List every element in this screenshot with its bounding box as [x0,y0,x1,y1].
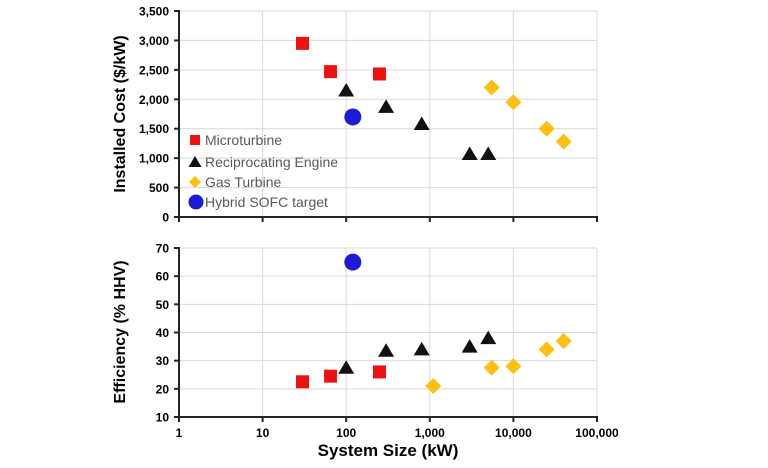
y-tick-label: 50 [156,298,170,312]
data-point [413,341,430,356]
data-point [338,360,355,374]
panel-1: 10 20 30 40 50 60 70 1 10 100 1,000 10,000 100,000 [156,242,619,441]
x-axis-title: System Size (kW) [318,441,459,460]
data-point [295,36,309,50]
data-point [555,332,572,349]
data-point [483,79,500,96]
y-tick-label: 500 [149,181,169,195]
y-tick-label: 2,000 [139,93,169,107]
series-gas-turbine [425,332,572,395]
panel-0: 0 500 1,000 1,500 2,000 2,500 3,000 3,500 [139,5,598,225]
legend-label-microturbine: Microturbine [205,132,282,148]
legend-label-hybrid-sofc-target: Hybrid SOFC target [205,194,328,210]
series-gas-turbine [483,79,572,150]
data-point [538,341,555,358]
series-hybrid-sofc-target [344,253,362,271]
y-tick-label: 2,500 [139,63,169,77]
data-point [378,343,395,357]
y-tick-label: 20 [156,382,170,396]
legend-marker-microturbine-square-icon [190,135,200,145]
y-tick-label: 40 [156,326,170,340]
legend-marker-hybrid-sofc-circle-icon [188,194,204,210]
data-point [378,99,395,113]
legend-marker-reciprocating-triangle-icon [188,156,202,167]
y-tick-label: 3,500 [139,5,169,19]
data-point [461,339,478,353]
legend-label-gas-turbine: Gas Turbine [205,174,281,190]
data-point [461,146,478,161]
bottom-y-axis-title: Efficiency (% HHV) [112,260,129,403]
data-point [505,94,522,111]
data-point [338,82,355,97]
y-tick-label: 30 [156,354,170,368]
data-point [480,330,497,345]
x-tick-label: 1,000 [415,426,445,440]
x-tick-label: 10,000 [495,426,532,440]
x-tick-label: 10 [256,426,270,440]
series-reciprocating-engine [338,82,497,161]
y-tick-label: 0 [162,211,169,225]
data-point [295,375,309,389]
x-tick-label: 1 [176,426,183,440]
data-point [324,65,338,79]
series-microturbine [295,36,386,81]
data-point [324,369,338,383]
data-point [372,365,386,379]
y-tick-label: 3,000 [139,34,169,48]
y-tick-label: 1,000 [139,152,169,166]
legend-marker-gas-turbine-diamond-icon [189,176,201,188]
series-microturbine [295,365,386,389]
data-point [344,108,362,126]
legend-label-reciprocating-engine: Reciprocating Engine [205,154,338,170]
y-tick-label: 60 [156,270,170,284]
series-reciprocating-engine [338,330,497,374]
data-point [505,358,522,375]
data-point [372,67,386,81]
x-tick-label: 100,000 [575,426,619,440]
y-tick-label: 70 [156,242,170,256]
y-tick-label: 1,500 [139,122,169,136]
plot-area: 0 500 1,000 1,500 2,000 2,500 3,000 3,500 10 20 30… [139,5,619,441]
data-point [483,359,500,376]
data-point [425,378,442,395]
data-point [413,116,430,131]
series-hybrid-sofc-target [344,108,362,126]
data-point [480,146,497,161]
y-tick-label: 10 [156,411,170,425]
data-point [344,253,362,271]
data-point [538,120,555,137]
legend: Microturbine Reciprocating Engine Gas Tu… [188,132,338,210]
x-tick-label: 100 [336,426,356,440]
data-point [555,133,572,150]
top-y-axis-title: Installed Cost ($/kW) [112,35,129,192]
